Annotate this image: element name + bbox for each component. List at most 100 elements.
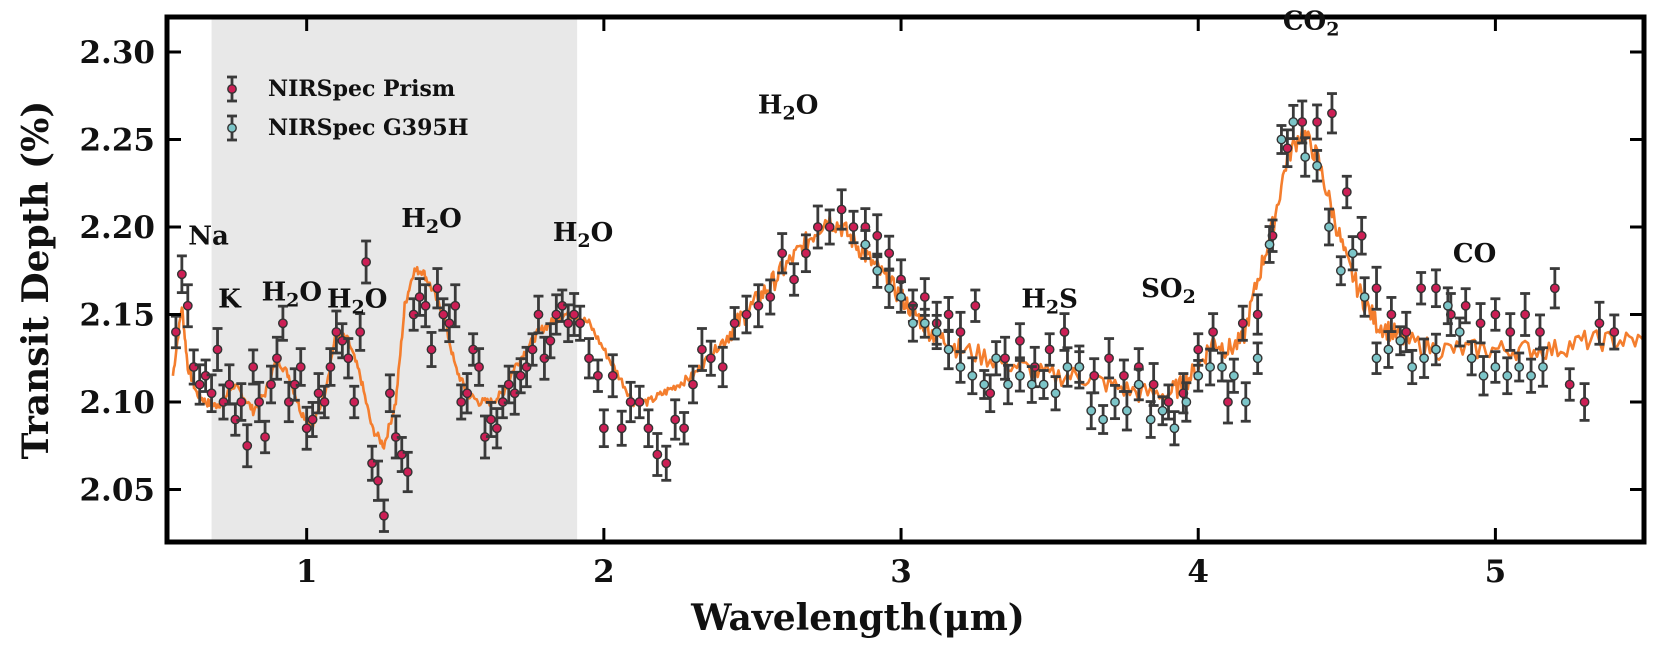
prism-point xyxy=(444,303,455,344)
prism-marker xyxy=(801,248,811,259)
prism-marker xyxy=(652,449,663,460)
prism-marker xyxy=(307,414,318,425)
prism-marker xyxy=(625,397,636,407)
prism-point xyxy=(242,423,253,469)
prism-point xyxy=(1564,367,1575,402)
prism-marker xyxy=(1148,379,1159,390)
g395h-marker xyxy=(919,318,930,329)
g395h-marker xyxy=(1240,397,1251,407)
prism-point xyxy=(1059,312,1070,352)
prism-point xyxy=(456,383,467,421)
prism-point xyxy=(248,348,259,386)
g395h-point xyxy=(1169,410,1180,447)
g395h-point xyxy=(1419,337,1430,379)
g395h-marker xyxy=(1026,379,1037,390)
prism-point xyxy=(729,306,740,341)
prism-point xyxy=(919,277,930,317)
g395h-marker xyxy=(1205,362,1216,372)
prism-point xyxy=(1401,310,1412,354)
prism-marker xyxy=(1505,327,1516,337)
prism-marker xyxy=(634,397,645,407)
g395h-point xyxy=(979,369,990,400)
g395h-marker xyxy=(1003,379,1013,390)
y-axis-title: Transit Depth (%) xyxy=(15,101,57,460)
g395h-point xyxy=(1014,359,1025,393)
prism-marker xyxy=(1059,327,1070,337)
prism-marker xyxy=(1371,283,1382,294)
prism-marker xyxy=(545,335,556,346)
g395h-marker xyxy=(1407,362,1418,372)
annotation-label: K xyxy=(218,285,242,315)
prism-point xyxy=(307,401,318,438)
prism-marker xyxy=(248,362,259,372)
g395h-marker xyxy=(1300,152,1311,162)
prism-point xyxy=(789,262,800,297)
prism-marker xyxy=(331,327,342,337)
g395h-marker xyxy=(1133,379,1144,390)
prism-marker xyxy=(361,257,372,267)
g395h-point xyxy=(1514,351,1525,383)
prism-point xyxy=(1594,300,1605,346)
prism-point xyxy=(301,405,312,451)
prism-point xyxy=(592,358,603,393)
prism-marker xyxy=(985,388,996,399)
g395h-point xyxy=(1193,359,1204,393)
g395h-point xyxy=(1359,276,1370,318)
annotation-label: H2O xyxy=(327,285,387,319)
g395h-point xyxy=(1098,404,1109,435)
prism-point xyxy=(661,444,672,482)
annotation-label: H2O xyxy=(401,204,461,238)
prism-point xyxy=(1490,297,1501,332)
g395h-marker xyxy=(908,318,918,329)
g395h-point xyxy=(1395,325,1406,357)
g395h-marker xyxy=(1478,370,1489,381)
y-tick-label: 2.05 xyxy=(79,473,155,509)
g395h-point xyxy=(1264,225,1275,264)
g395h-point xyxy=(1050,375,1061,412)
legend-marker-g395h xyxy=(227,114,237,142)
g395h-marker xyxy=(1335,265,1346,276)
legend-label-g395h: NIRSpec G395H xyxy=(268,115,469,141)
g395h-marker xyxy=(1264,239,1275,250)
prism-point xyxy=(420,283,431,329)
prism-marker xyxy=(301,423,312,434)
prism-marker xyxy=(1015,335,1025,346)
prism-marker xyxy=(1089,370,1100,381)
prism-marker xyxy=(789,274,799,285)
g395h-point xyxy=(1537,346,1548,388)
prism-marker xyxy=(1000,353,1010,364)
prism-marker xyxy=(919,292,930,302)
g395h-point xyxy=(1157,395,1168,427)
g395h-marker xyxy=(1502,370,1513,381)
axis-ticks: 1 2 3 4 5 2.05 2.10 2.15 2.20 2.25 2.30 xyxy=(79,17,1644,590)
prism-point xyxy=(384,373,395,414)
prism-point xyxy=(575,304,586,342)
prism-point xyxy=(343,337,354,380)
g395h-marker xyxy=(1538,362,1548,372)
prism-point xyxy=(1356,215,1367,256)
prism-marker xyxy=(729,318,740,329)
prism-point xyxy=(1341,174,1352,210)
prism-point xyxy=(1282,128,1293,169)
prism-point xyxy=(970,288,981,323)
g395h-marker xyxy=(884,283,895,294)
prism-point xyxy=(1163,383,1174,421)
prism-point xyxy=(361,239,372,285)
prism-marker xyxy=(616,423,627,434)
prism-marker xyxy=(1208,327,1218,337)
prism-marker xyxy=(254,397,265,407)
prism-marker xyxy=(1104,353,1114,364)
g395h-point xyxy=(1323,207,1334,247)
prism-marker xyxy=(1594,318,1605,329)
prism-marker xyxy=(717,362,728,372)
g395h-point xyxy=(991,340,1002,377)
y-tick-label: 2.30 xyxy=(79,35,155,71)
prism-point xyxy=(373,459,383,502)
g395h-marker xyxy=(1169,423,1180,434)
prism-marker xyxy=(503,379,514,390)
prism-marker xyxy=(450,300,461,311)
prism-marker xyxy=(1193,344,1204,355)
prism-point xyxy=(696,327,707,372)
prism-point xyxy=(1252,293,1263,336)
g395h-marker xyxy=(1145,414,1156,425)
